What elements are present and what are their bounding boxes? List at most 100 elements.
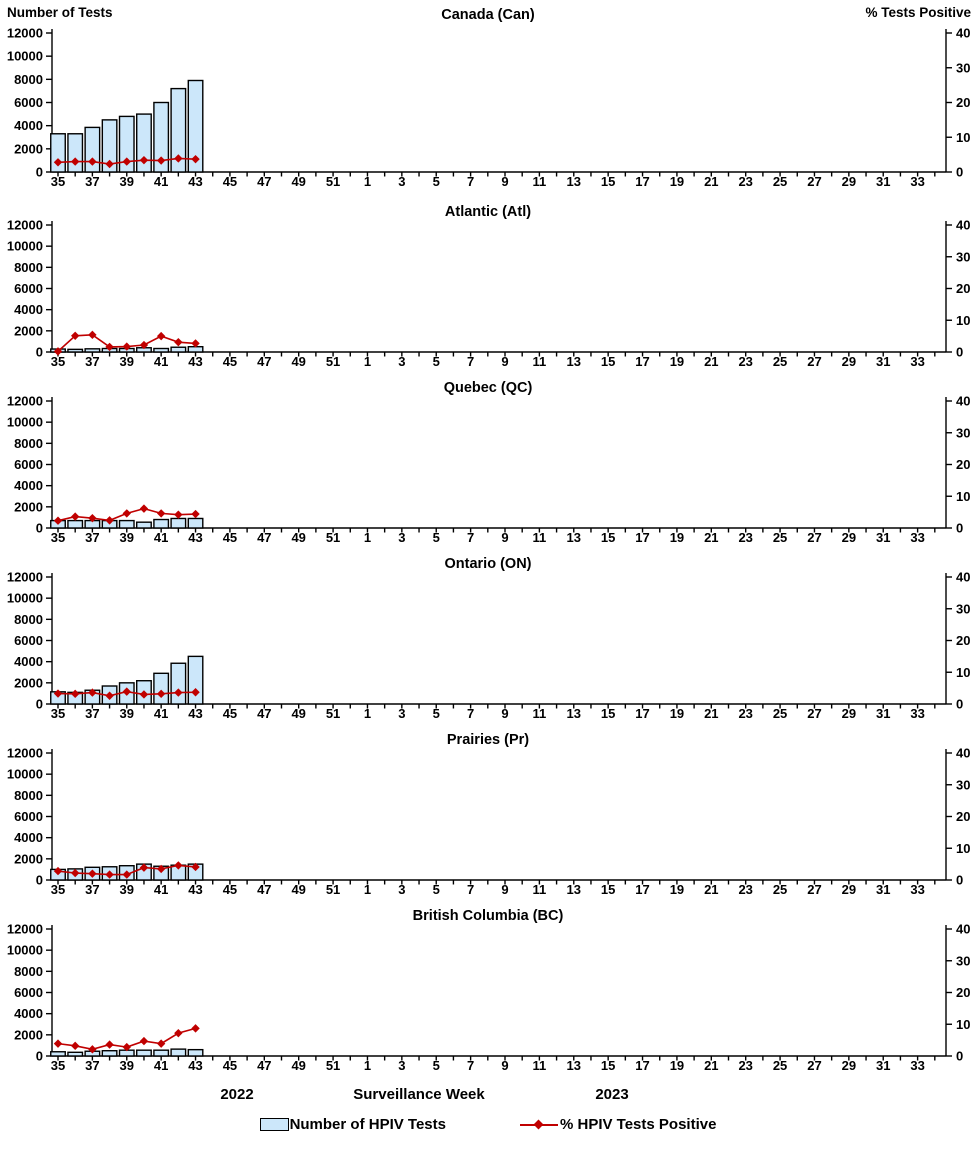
svg-text:2000: 2000 — [14, 851, 43, 866]
svg-text:10: 10 — [956, 665, 970, 680]
svg-text:23: 23 — [738, 174, 752, 189]
svg-text:11: 11 — [533, 174, 547, 189]
svg-text:19: 19 — [670, 530, 684, 545]
tests-bar — [170, 517, 187, 529]
svg-text:27: 27 — [807, 882, 821, 897]
panel-ontario: Ontario (ON) 0 2000 4000 6000 8000 10000 12000… — [0, 552, 976, 728]
tests-bar — [118, 115, 135, 173]
svg-text:35: 35 — [51, 1058, 65, 1073]
svg-text:21: 21 — [704, 354, 718, 369]
svg-text:3: 3 — [398, 1058, 405, 1073]
svg-text:6000: 6000 — [14, 457, 43, 472]
svg-text:51: 51 — [326, 174, 340, 189]
panel-title-atlantic: Atlantic (Atl) — [444, 204, 532, 220]
tests-bar — [136, 521, 152, 529]
svg-text:30: 30 — [956, 60, 970, 75]
legend-line-label: % HPIV Tests Positive — [559, 1116, 717, 1133]
pct-positive-marker — [88, 157, 97, 166]
svg-text:7: 7 — [467, 1058, 474, 1073]
svg-text:30: 30 — [956, 249, 970, 264]
svg-text:25: 25 — [773, 1058, 787, 1073]
svg-text:21: 21 — [704, 706, 718, 721]
svg-text:12000: 12000 — [7, 746, 43, 761]
svg-text:9: 9 — [501, 530, 508, 545]
pct-positive-marker — [122, 509, 131, 518]
svg-text:43: 43 — [188, 706, 202, 721]
svg-text:12000: 12000 — [7, 26, 43, 41]
pct-positive-marker — [191, 509, 200, 519]
tests-bar — [187, 655, 204, 705]
svg-text:8000: 8000 — [14, 964, 43, 979]
svg-text:4000: 4000 — [14, 302, 43, 317]
pct-positive-marker — [105, 159, 114, 169]
svg-text:7: 7 — [467, 706, 474, 721]
svg-text:35: 35 — [51, 530, 65, 545]
svg-text:10: 10 — [956, 489, 970, 504]
svg-text:1: 1 — [364, 174, 371, 189]
tests-bar — [153, 518, 170, 529]
svg-text:10000: 10000 — [7, 591, 43, 606]
year-label-2022: 2022 — [220, 1086, 254, 1103]
pct-positive-marker — [105, 1040, 114, 1049]
svg-text:35: 35 — [51, 354, 65, 369]
pct-positive-marker — [139, 1036, 149, 1046]
svg-text:37: 37 — [85, 530, 99, 545]
svg-text:11: 11 — [533, 706, 547, 721]
svg-text:35: 35 — [51, 706, 65, 721]
pct-positive-marker — [122, 342, 131, 351]
svg-text:17: 17 — [635, 530, 649, 545]
svg-text:31: 31 — [876, 706, 890, 721]
pct-positive-marker — [156, 156, 166, 165]
svg-text:0: 0 — [36, 345, 43, 360]
svg-text:8000: 8000 — [14, 260, 43, 275]
svg-text:21: 21 — [704, 882, 718, 897]
tests-bar — [136, 1049, 152, 1057]
svg-text:51: 51 — [326, 882, 340, 897]
svg-text:4000: 4000 — [14, 118, 43, 133]
pct-positive-marker — [156, 331, 166, 341]
svg-text:20: 20 — [956, 985, 970, 1000]
svg-text:30: 30 — [956, 777, 970, 792]
svg-text:6000: 6000 — [14, 281, 43, 296]
svg-text:3: 3 — [398, 174, 405, 189]
tests-bar — [153, 1049, 170, 1057]
svg-text:7: 7 — [467, 530, 474, 545]
svg-text:30: 30 — [956, 953, 970, 968]
svg-text:4000: 4000 — [14, 1006, 43, 1021]
panel-canada: Number of Tests % Tests Positive Canada … — [0, 0, 976, 200]
svg-text:1: 1 — [364, 530, 371, 545]
pct-positive-marker — [70, 868, 80, 878]
tests-bar — [84, 348, 101, 353]
svg-text:0: 0 — [956, 345, 963, 360]
svg-text:13: 13 — [567, 706, 581, 721]
svg-text:47: 47 — [257, 1058, 271, 1073]
svg-text:8000: 8000 — [14, 436, 43, 451]
pct-positive-marker — [122, 157, 131, 166]
pct-positive-marker — [105, 691, 114, 700]
svg-text:30: 30 — [956, 601, 970, 616]
svg-text:40: 40 — [956, 922, 970, 937]
svg-text:15: 15 — [601, 530, 615, 545]
svg-text:21: 21 — [704, 174, 718, 189]
svg-text:17: 17 — [635, 354, 649, 369]
svg-text:43: 43 — [188, 530, 202, 545]
svg-text:4000: 4000 — [14, 478, 43, 493]
pct-positive-marker — [139, 504, 149, 513]
legend-item-tests: Number of HPIV Tests — [259, 1116, 446, 1133]
pct-positive-marker — [70, 512, 80, 521]
svg-text:31: 31 — [876, 1058, 890, 1073]
svg-text:0: 0 — [36, 1049, 43, 1064]
svg-text:15: 15 — [601, 706, 615, 721]
svg-text:11: 11 — [533, 530, 547, 545]
svg-text:20: 20 — [956, 281, 970, 296]
svg-text:20: 20 — [956, 457, 970, 472]
svg-text:39: 39 — [120, 530, 134, 545]
svg-text:1: 1 — [364, 354, 371, 369]
pct-positive-marker — [88, 330, 97, 340]
svg-text:41: 41 — [154, 1058, 168, 1073]
svg-text:25: 25 — [773, 706, 787, 721]
svg-text:25: 25 — [773, 174, 787, 189]
svg-text:12000: 12000 — [7, 922, 43, 937]
